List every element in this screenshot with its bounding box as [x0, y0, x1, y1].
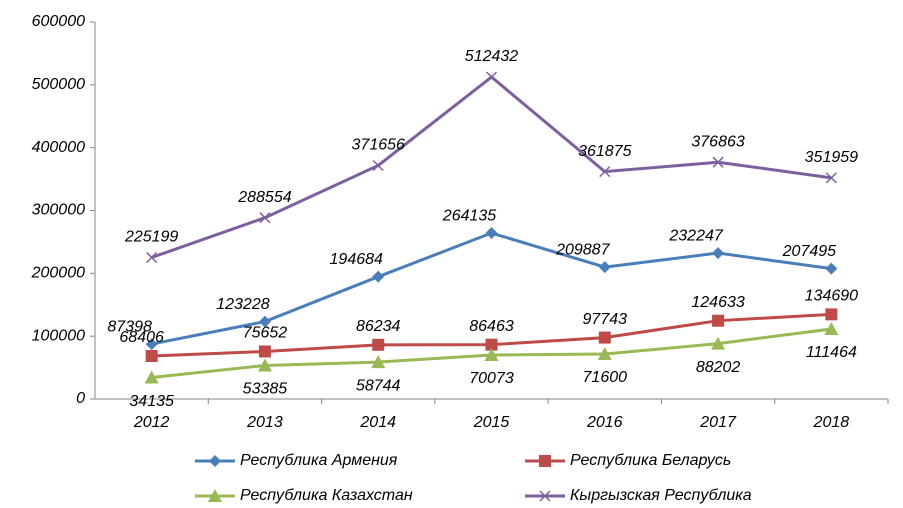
x-tick-label: 2017 — [699, 414, 737, 431]
legend-label: Республика Армения — [240, 452, 398, 469]
point-marker — [372, 338, 385, 351]
y-tick-label: 600000 — [32, 13, 85, 30]
y-tick-label: 400000 — [32, 139, 85, 156]
data-label: 371656 — [352, 137, 405, 154]
point-marker — [824, 321, 839, 335]
data-label: 86463 — [469, 318, 514, 335]
x-tick-label: 2014 — [359, 414, 396, 431]
legend-marker — [539, 490, 551, 502]
data-label: 71600 — [583, 369, 628, 386]
point-marker — [712, 156, 724, 168]
point-marker — [485, 71, 498, 83]
point-marker — [146, 251, 158, 264]
data-label: 58744 — [356, 377, 401, 394]
data-label: 68406 — [119, 329, 164, 346]
data-label: 232247 — [668, 227, 723, 244]
data-label: 87398 — [107, 318, 152, 335]
data-label: 75652 — [243, 325, 288, 342]
data-label: 288554 — [237, 189, 291, 206]
data-label: 207495 — [782, 243, 836, 260]
data-label: 134690 — [805, 288, 858, 305]
data-label: 70073 — [469, 370, 514, 387]
y-tick-label: 200000 — [31, 265, 85, 282]
data-label: 376863 — [691, 133, 744, 150]
legend-marker — [539, 455, 551, 467]
legend-label: Республика Беларусь — [570, 452, 731, 469]
y-tick-label: 100000 — [32, 327, 85, 344]
point-marker — [145, 350, 158, 363]
data-label: 111464 — [806, 344, 857, 361]
point-marker — [257, 358, 272, 372]
legend-label: Кыргызская Республика — [570, 487, 752, 504]
data-label: 123228 — [216, 296, 269, 313]
legend-marker — [209, 455, 221, 467]
point-marker — [825, 262, 838, 275]
point-marker — [372, 159, 384, 172]
x-tick-label: 2012 — [133, 414, 170, 431]
point-marker — [711, 336, 726, 350]
point-marker — [598, 331, 611, 344]
x-tick-label: 2016 — [586, 414, 623, 431]
data-label: 34135 — [129, 393, 174, 410]
data-label: 225199 — [124, 229, 178, 246]
y-tick-label: 500000 — [32, 76, 85, 93]
point-marker — [258, 345, 271, 358]
legend-label: Республика Казахстан — [240, 487, 413, 504]
y-tick-label: 0 — [76, 390, 85, 407]
data-label: 264135 — [442, 207, 496, 224]
legend-marker — [208, 489, 222, 502]
y-tick-label: 300000 — [32, 202, 85, 219]
data-label: 351959 — [805, 149, 858, 166]
data-label: 361875 — [578, 143, 631, 160]
point-marker — [598, 261, 611, 274]
point-marker — [258, 315, 271, 328]
point-marker — [825, 308, 838, 321]
point-marker — [825, 172, 837, 184]
data-label: 194684 — [330, 251, 383, 268]
point-marker — [372, 270, 385, 283]
point-marker — [484, 347, 499, 361]
point-marker — [485, 227, 498, 240]
data-label: 53385 — [243, 381, 288, 398]
x-tick-label: 2018 — [813, 414, 850, 431]
point-marker — [597, 347, 612, 361]
data-label: 88202 — [696, 359, 741, 376]
data-label: 209887 — [555, 241, 610, 258]
data-label: 86234 — [356, 318, 401, 335]
point-marker — [371, 355, 386, 369]
point-marker — [712, 247, 725, 260]
point-marker — [485, 338, 498, 351]
point-marker — [712, 314, 725, 327]
point-marker — [144, 370, 159, 384]
x-tick-label: 2013 — [246, 414, 283, 431]
data-label: 124633 — [691, 294, 744, 311]
point-marker — [259, 212, 271, 224]
point-marker — [145, 338, 158, 351]
data-label: 97743 — [583, 311, 628, 328]
data-label: 512432 — [465, 48, 518, 65]
point-marker — [599, 166, 611, 178]
x-tick-label: 2015 — [473, 414, 510, 431]
